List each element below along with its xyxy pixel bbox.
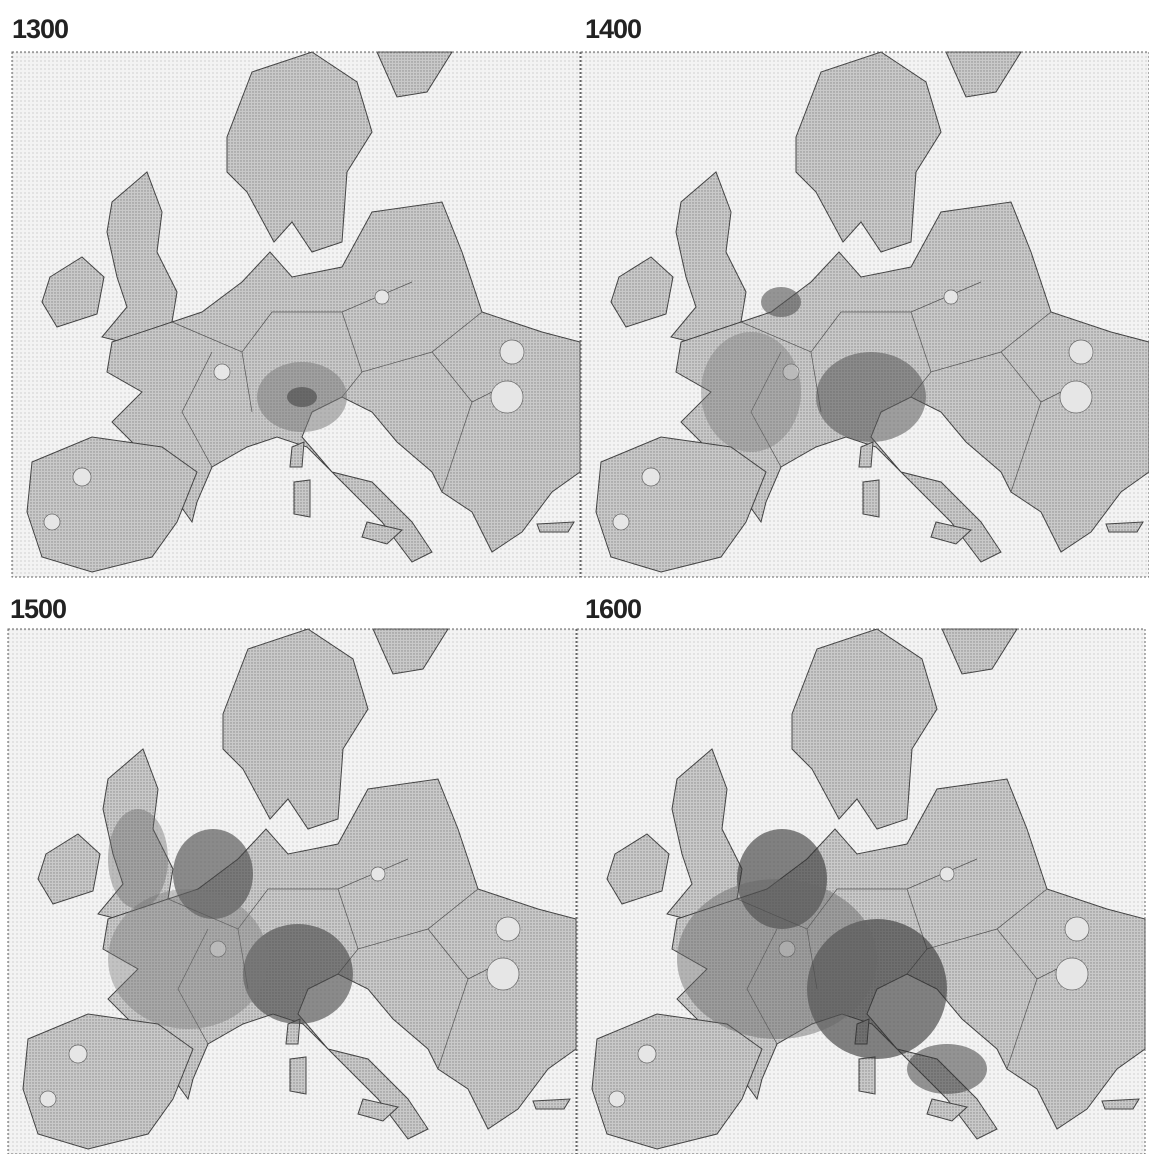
map-1500 bbox=[7, 628, 577, 1154]
panel-title: 1300 bbox=[12, 14, 69, 44]
panel-title: 1600 bbox=[585, 594, 642, 624]
map-1400 bbox=[580, 51, 1149, 578]
map-1600 bbox=[576, 628, 1146, 1154]
map-1300 bbox=[11, 51, 581, 578]
panel-title: 1400 bbox=[585, 14, 642, 44]
panel-title: 1500 bbox=[10, 594, 67, 624]
